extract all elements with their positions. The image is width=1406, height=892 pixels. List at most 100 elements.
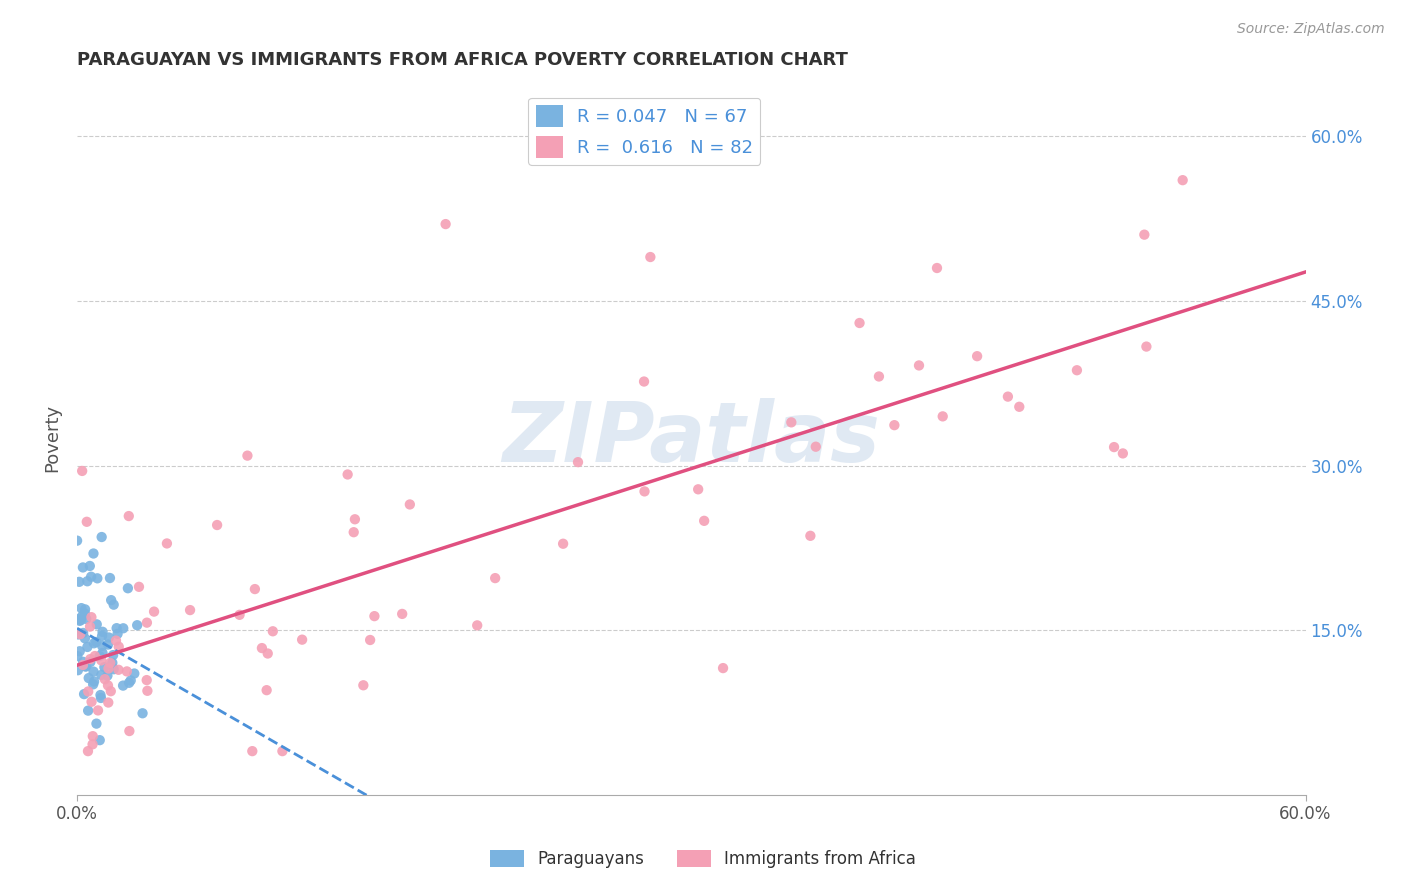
Point: [363, 609, 385, 624]
Point: [83, 674, 105, 689]
Point: [391, 607, 413, 621]
Point: [250, 641, 273, 656]
Point: [780, 415, 803, 429]
Point: [848, 316, 870, 330]
Point: [128, 580, 150, 594]
Point: [91, 629, 114, 643]
Point: [91, 646, 114, 660]
Point: [79, 652, 101, 666]
Point: [96, 668, 118, 682]
Point: [70, 609, 93, 624]
Point: [75, 659, 97, 673]
Point: [79, 558, 101, 573]
Point: [120, 673, 142, 688]
Point: [118, 509, 141, 524]
Point: [89, 649, 111, 664]
Point: [100, 684, 122, 698]
Point: [179, 603, 201, 617]
Point: [633, 375, 655, 389]
Point: [118, 675, 141, 690]
Point: [1008, 400, 1031, 414]
Point: [136, 683, 159, 698]
Point: [398, 498, 420, 512]
Y-axis label: Poverty: Poverty: [44, 404, 60, 472]
Point: [107, 640, 129, 654]
Point: [256, 683, 278, 698]
Point: [70, 601, 93, 615]
Point: [711, 661, 734, 675]
Point: [70, 464, 93, 478]
Point: [804, 440, 827, 454]
Point: [67, 574, 90, 589]
Point: [82, 677, 104, 691]
Point: [90, 668, 112, 682]
Point: [1102, 440, 1125, 454]
Point: [75, 602, 97, 616]
Point: [271, 744, 294, 758]
Point: [883, 418, 905, 433]
Point: [76, 640, 98, 654]
Point: [925, 260, 948, 275]
Point: [97, 696, 120, 710]
Point: [98, 656, 121, 670]
Point: [66, 663, 89, 677]
Point: [343, 525, 366, 540]
Point: [72, 658, 94, 673]
Point: [291, 632, 314, 647]
Point: [1133, 227, 1156, 242]
Point: [359, 632, 381, 647]
Point: [72, 626, 94, 640]
Point: [76, 574, 98, 589]
Point: [83, 665, 105, 679]
Point: [98, 571, 121, 585]
Text: ZIPatlas: ZIPatlas: [502, 398, 880, 479]
Point: [101, 648, 124, 662]
Point: [101, 656, 124, 670]
Point: [640, 250, 662, 264]
Point: [1112, 446, 1135, 460]
Point: [73, 687, 96, 701]
Point: [69, 627, 91, 641]
Point: [97, 631, 120, 645]
Point: [343, 512, 366, 526]
Point: [79, 655, 101, 669]
Point: [693, 514, 716, 528]
Point: [107, 663, 129, 677]
Point: [352, 678, 374, 692]
Point: [73, 607, 96, 621]
Point: [484, 571, 506, 585]
Point: [262, 624, 284, 639]
Point: [156, 536, 179, 550]
Point: [107, 627, 129, 641]
Point: [66, 533, 89, 548]
Point: [117, 581, 139, 595]
Point: [76, 515, 98, 529]
Point: [90, 530, 112, 544]
Point: [143, 605, 166, 619]
Point: [124, 666, 146, 681]
Point: [91, 639, 114, 653]
Point: [69, 644, 91, 658]
Point: [205, 518, 228, 533]
Point: [86, 617, 108, 632]
Point: [908, 359, 931, 373]
Point: [89, 688, 111, 702]
Point: [434, 217, 457, 231]
Point: [105, 621, 128, 635]
Point: [77, 684, 100, 698]
Point: [127, 618, 149, 632]
Point: [97, 678, 120, 692]
Point: [79, 619, 101, 633]
Point: [83, 648, 105, 663]
Point: [90, 653, 112, 667]
Point: [553, 537, 575, 551]
Text: PARAGUAYAN VS IMMIGRANTS FROM AFRICA POVERTY CORRELATION CHART: PARAGUAYAN VS IMMIGRANTS FROM AFRICA POV…: [77, 51, 848, 69]
Point: [90, 690, 112, 705]
Point: [80, 695, 103, 709]
Point: [80, 570, 103, 584]
Legend: Paraguayans, Immigrants from Africa: Paraguayans, Immigrants from Africa: [484, 843, 922, 875]
Point: [240, 744, 263, 758]
Point: [931, 409, 953, 424]
Point: [966, 349, 988, 363]
Point: [75, 612, 97, 626]
